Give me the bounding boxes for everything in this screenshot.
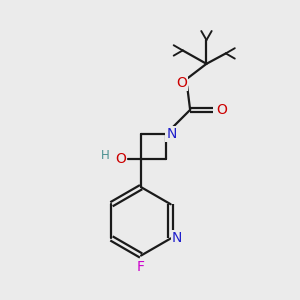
Text: F: F [137, 260, 145, 274]
Text: N: N [167, 127, 177, 141]
Text: O: O [115, 152, 126, 166]
Text: N: N [172, 231, 182, 245]
Text: H: H [101, 149, 110, 162]
Text: O: O [176, 76, 187, 90]
Text: O: O [216, 103, 227, 117]
